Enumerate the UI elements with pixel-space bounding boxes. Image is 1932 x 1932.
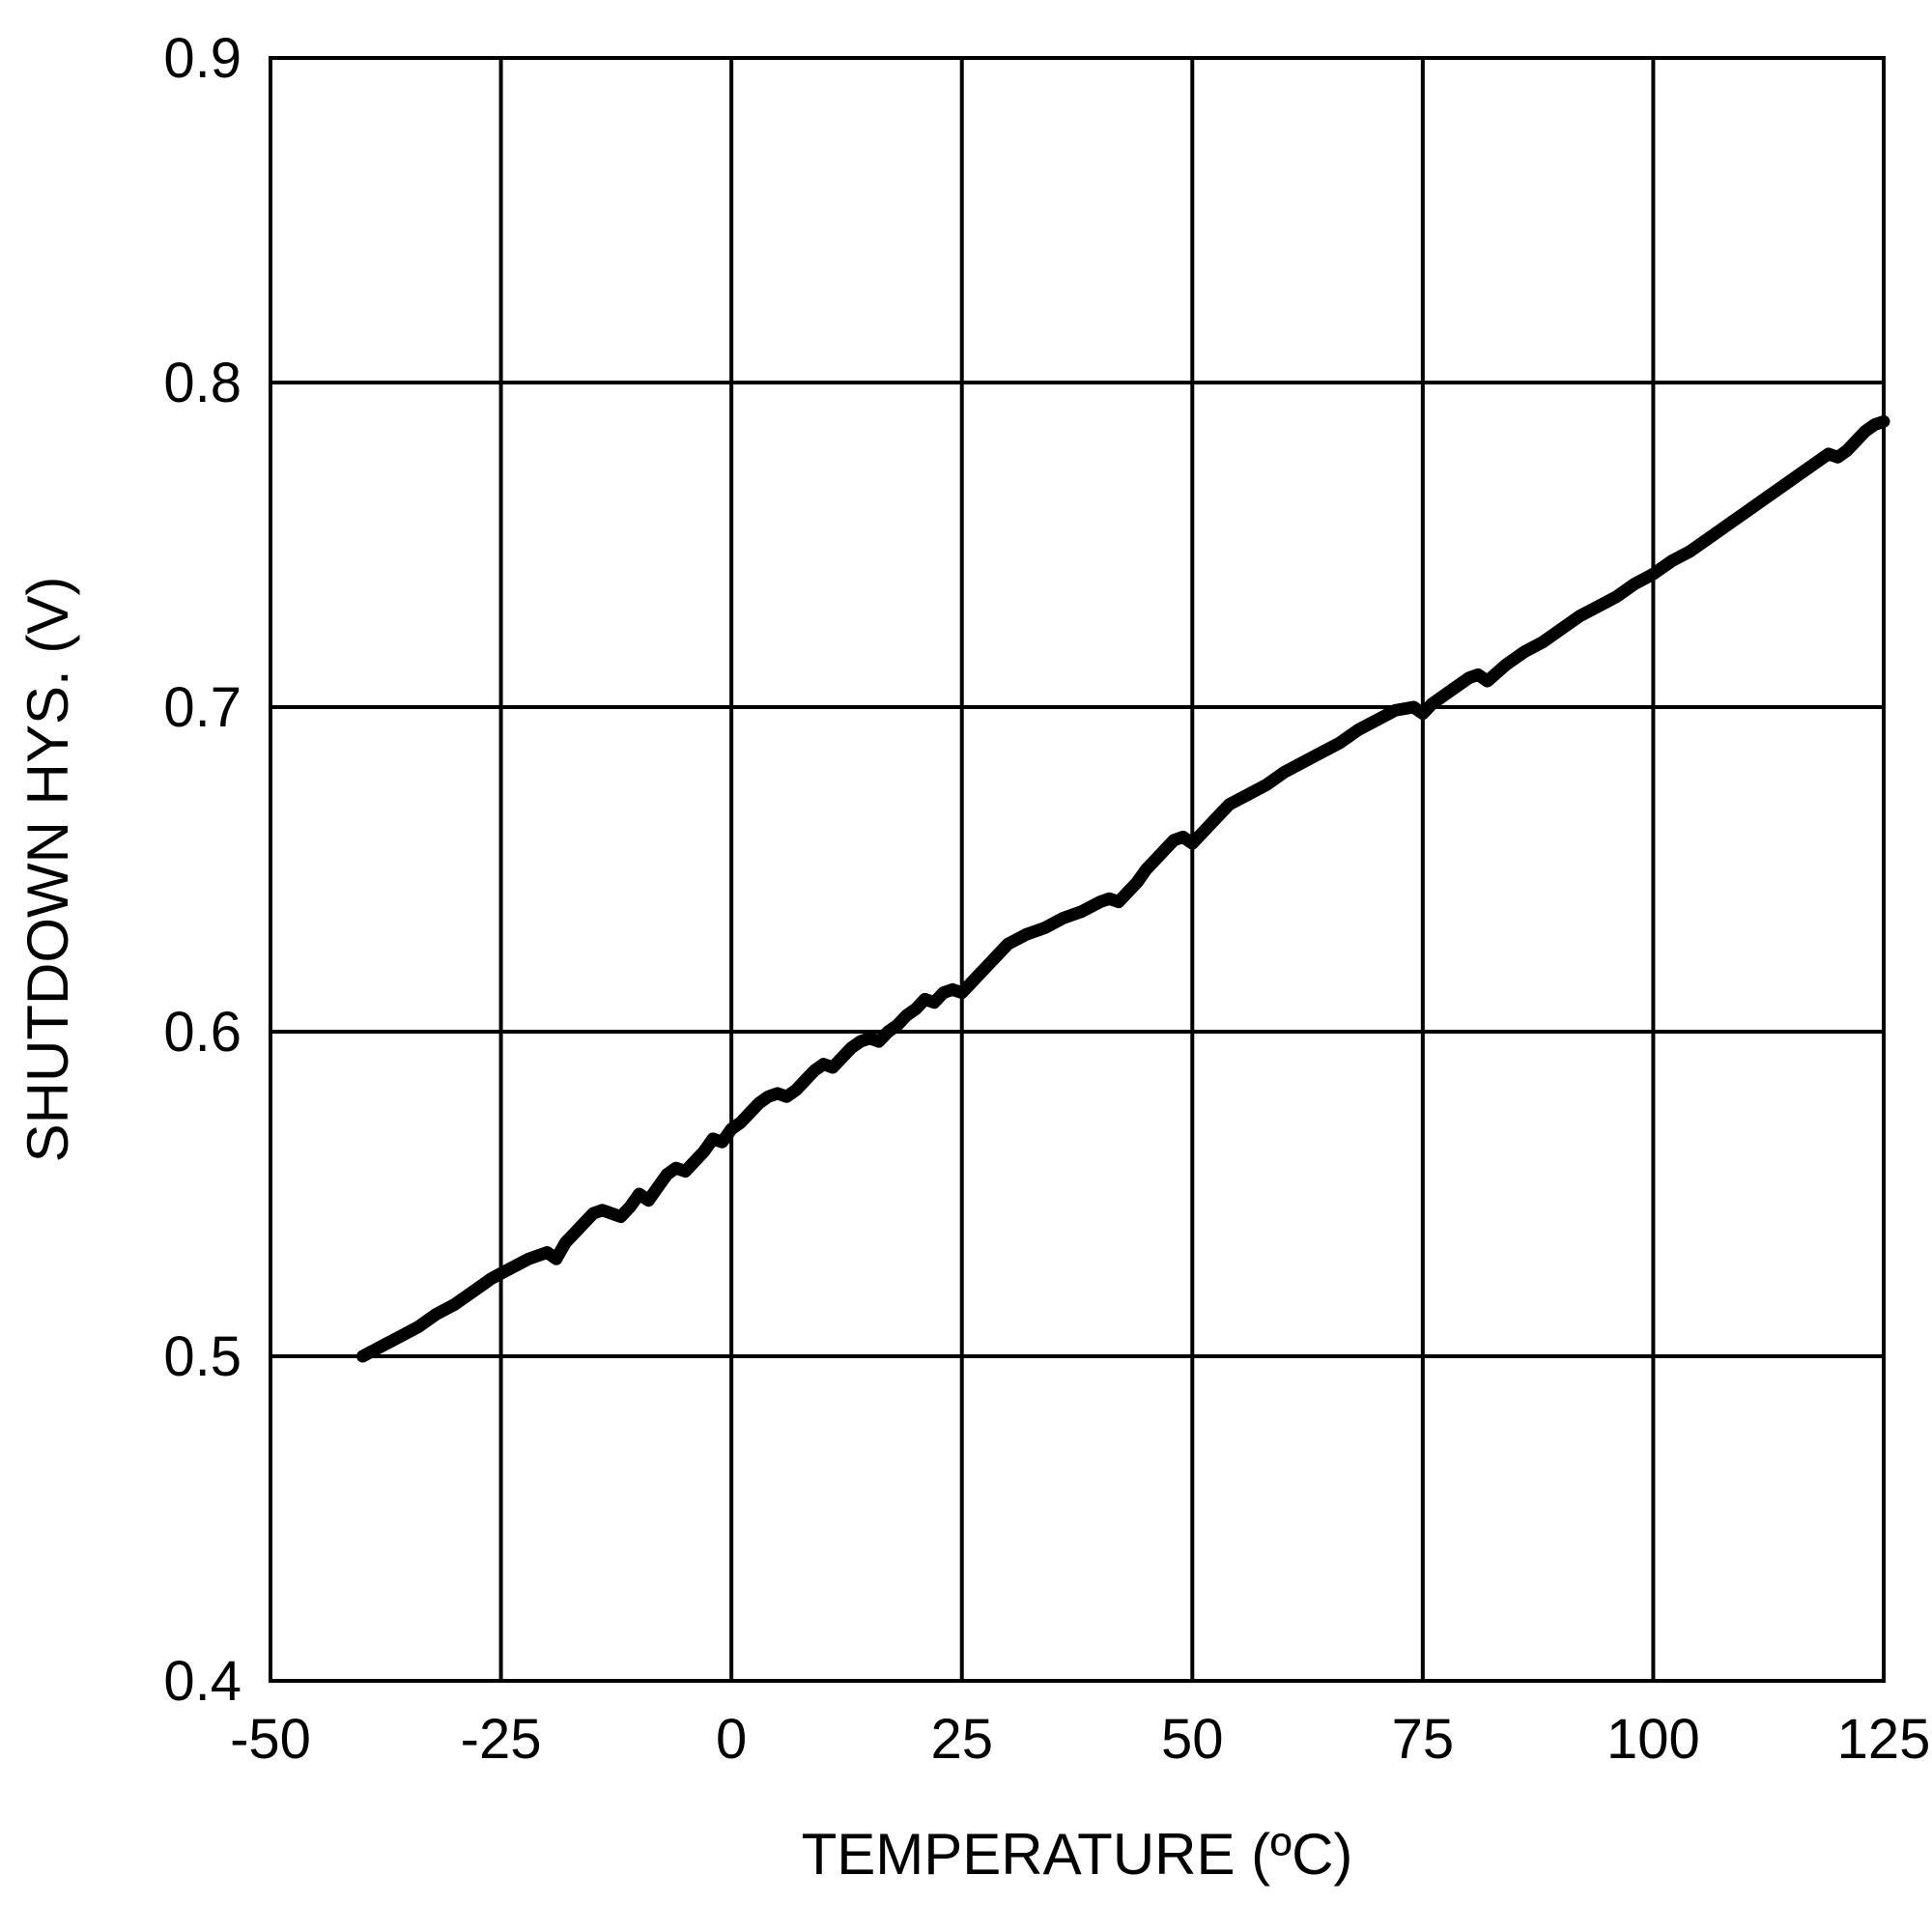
x-tick-label: 50 xyxy=(1161,1708,1224,1771)
y-tick-label: 0.8 xyxy=(163,352,242,414)
y-tick-label: 0.7 xyxy=(163,676,242,739)
y-tick-label: 0.6 xyxy=(163,1001,242,1064)
chart-container: -50 -25 0 25 50 75 100 125 0.4 0.5 0.6 0.7 0.8 0.9 TEM… xyxy=(0,0,1932,1932)
line-chart: -50 -25 0 25 50 75 100 125 0.4 0.5 0.6 0.7 0.8 0.9 TEM… xyxy=(0,0,1932,1932)
y-axis-label: SHUTDOWN HYS. (V) xyxy=(15,577,80,1163)
x-tick-label: 125 xyxy=(1837,1708,1931,1771)
y-tick-label: 0.5 xyxy=(163,1325,242,1388)
x-tick-label: 0 xyxy=(716,1708,747,1771)
x-axis-label: TEMPERATURE (ºC) xyxy=(802,1822,1353,1887)
x-tick-label: 75 xyxy=(1392,1708,1455,1771)
x-tick-label: -25 xyxy=(461,1708,542,1771)
y-tick-label: 0.9 xyxy=(163,27,242,90)
y-tick-label: 0.4 xyxy=(163,1650,242,1713)
x-tick-label: 100 xyxy=(1606,1708,1700,1771)
x-tick-label: 25 xyxy=(930,1708,993,1771)
x-tick-label: -50 xyxy=(230,1708,311,1771)
